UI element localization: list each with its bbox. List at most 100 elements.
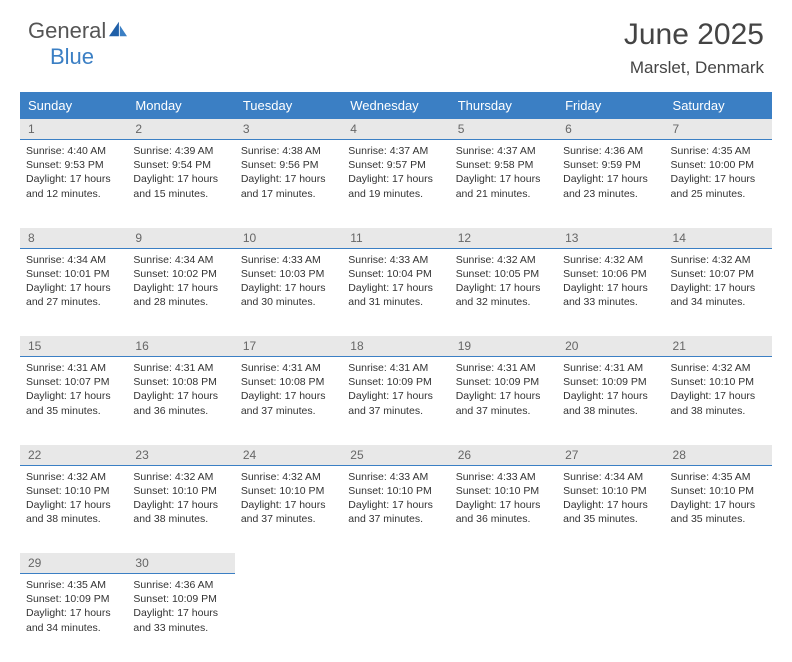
weekday-header: Friday [557,92,664,119]
week-content-row: Sunrise: 4:32 AMSunset: 10:10 PMDaylight… [20,465,772,553]
sunrise-line: Sunrise: 4:37 AM [348,144,443,158]
sunset-line: Sunset: 10:07 PM [671,267,766,281]
header: General Blue June 2025 Marslet, Denmark [0,0,792,86]
sunrise-line: Sunrise: 4:33 AM [456,470,551,484]
daylight-line: Daylight: 17 hours and 37 minutes. [241,498,336,526]
daylight-line: Daylight: 17 hours and 38 minutes. [563,389,658,417]
day-number: 27 [557,445,664,466]
day-number: 19 [450,336,557,357]
sunset-line: Sunset: 10:10 PM [563,484,658,498]
day-number-row: 891011121314 [20,228,772,249]
daylight-line: Daylight: 17 hours and 34 minutes. [671,281,766,309]
day-cell: Sunrise: 4:32 AMSunset: 10:10 PMDaylight… [235,466,342,535]
sunrise-line: Sunrise: 4:35 AM [26,578,121,592]
sunrise-line: Sunrise: 4:35 AM [671,144,766,158]
weekday-header: Saturday [665,92,772,119]
sunrise-line: Sunrise: 4:32 AM [563,253,658,267]
sunrise-line: Sunrise: 4:39 AM [133,144,228,158]
day-number: 10 [235,228,342,249]
sunrise-line: Sunrise: 4:31 AM [26,361,121,375]
day-number: 4 [342,119,449,140]
sunset-line: Sunset: 10:08 PM [241,375,336,389]
day-number: 22 [20,445,127,466]
day-number: 6 [557,119,664,140]
daylight-line: Daylight: 17 hours and 25 minutes. [671,172,766,200]
calendar-table: Sunday Monday Tuesday Wednesday Thursday… [20,92,772,662]
day-number: 23 [127,445,234,466]
day-number: 24 [235,445,342,466]
week-content-row: Sunrise: 4:40 AMSunset: 9:53 PMDaylight:… [20,140,772,228]
weekday-header: Tuesday [235,92,342,119]
sunset-line: Sunset: 10:06 PM [563,267,658,281]
empty-cell [450,574,557,662]
sunset-line: Sunset: 10:09 PM [563,375,658,389]
sunset-line: Sunset: 9:59 PM [563,158,658,172]
daylight-line: Daylight: 17 hours and 32 minutes. [456,281,551,309]
daylight-line: Daylight: 17 hours and 35 minutes. [563,498,658,526]
sunrise-line: Sunrise: 4:31 AM [241,361,336,375]
sunset-line: Sunset: 10:09 PM [133,592,228,606]
day-cell: Sunrise: 4:34 AMSunset: 10:02 PMDaylight… [127,249,234,318]
empty-cell [665,553,772,574]
empty-cell [342,574,449,662]
day-number: 15 [20,336,127,357]
sunset-line: Sunset: 10:01 PM [26,267,121,281]
daylight-line: Daylight: 17 hours and 33 minutes. [133,606,228,634]
sunset-line: Sunset: 10:08 PM [133,375,228,389]
day-number: 26 [450,445,557,466]
day-cell: Sunrise: 4:34 AMSunset: 10:10 PMDaylight… [557,466,664,535]
sunset-line: Sunset: 10:10 PM [671,484,766,498]
sunrise-line: Sunrise: 4:32 AM [671,253,766,267]
day-number-row: 1234567 [20,119,772,140]
sunrise-line: Sunrise: 4:31 AM [348,361,443,375]
empty-cell [235,553,342,574]
day-cell: Sunrise: 4:32 AMSunset: 10:10 PMDaylight… [127,466,234,535]
day-number: 21 [665,336,772,357]
sunset-line: Sunset: 9:54 PM [133,158,228,172]
daylight-line: Daylight: 17 hours and 36 minutes. [456,498,551,526]
title-block: June 2025 Marslet, Denmark [624,18,764,78]
day-number: 11 [342,228,449,249]
day-cell: Sunrise: 4:37 AMSunset: 9:57 PMDaylight:… [342,140,449,209]
day-number: 3 [235,119,342,140]
day-cell: Sunrise: 4:36 AMSunset: 10:09 PMDaylight… [127,574,234,643]
sunrise-line: Sunrise: 4:32 AM [133,470,228,484]
daylight-line: Daylight: 17 hours and 37 minutes. [348,498,443,526]
day-number: 1 [20,119,127,140]
day-cell: Sunrise: 4:39 AMSunset: 9:54 PMDaylight:… [127,140,234,209]
day-number: 29 [20,553,127,574]
day-number: 12 [450,228,557,249]
weekday-header: Thursday [450,92,557,119]
day-cell: Sunrise: 4:36 AMSunset: 9:59 PMDaylight:… [557,140,664,209]
empty-cell [557,553,664,574]
sunset-line: Sunset: 9:57 PM [348,158,443,172]
sunset-line: Sunset: 10:07 PM [26,375,121,389]
daylight-line: Daylight: 17 hours and 15 minutes. [133,172,228,200]
day-cell: Sunrise: 4:33 AMSunset: 10:10 PMDaylight… [342,466,449,535]
day-number: 8 [20,228,127,249]
sunrise-line: Sunrise: 4:31 AM [563,361,658,375]
daylight-line: Daylight: 17 hours and 35 minutes. [26,389,121,417]
day-cell: Sunrise: 4:32 AMSunset: 10:06 PMDaylight… [557,249,664,318]
week-content-row: Sunrise: 4:31 AMSunset: 10:07 PMDaylight… [20,357,772,445]
sunrise-line: Sunrise: 4:33 AM [348,470,443,484]
daylight-line: Daylight: 17 hours and 31 minutes. [348,281,443,309]
day-number: 5 [450,119,557,140]
daylight-line: Daylight: 17 hours and 38 minutes. [133,498,228,526]
sunrise-line: Sunrise: 4:34 AM [26,253,121,267]
sunset-line: Sunset: 10:04 PM [348,267,443,281]
daylight-line: Daylight: 17 hours and 27 minutes. [26,281,121,309]
empty-cell [665,574,772,662]
day-number: 20 [557,336,664,357]
day-cell: Sunrise: 4:33 AMSunset: 10:10 PMDaylight… [450,466,557,535]
day-cell: Sunrise: 4:33 AMSunset: 10:04 PMDaylight… [342,249,449,318]
day-cell: Sunrise: 4:35 AMSunset: 10:09 PMDaylight… [20,574,127,643]
daylight-line: Daylight: 17 hours and 12 minutes. [26,172,121,200]
sunrise-line: Sunrise: 4:32 AM [671,361,766,375]
day-number: 17 [235,336,342,357]
sunset-line: Sunset: 10:09 PM [456,375,551,389]
day-number: 16 [127,336,234,357]
sunrise-line: Sunrise: 4:33 AM [241,253,336,267]
weekday-header: Wednesday [342,92,449,119]
day-number-row: 2930 [20,553,772,574]
